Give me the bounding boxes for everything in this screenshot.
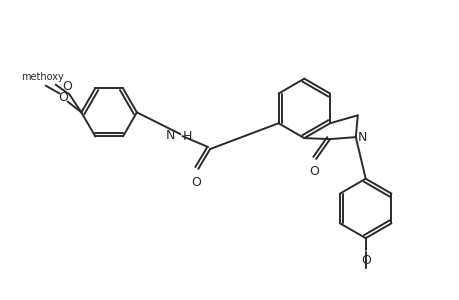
Text: N: N — [166, 129, 175, 142]
Text: O: O — [360, 254, 370, 267]
Text: methoxy: methoxy — [21, 72, 64, 82]
Text: O: O — [191, 176, 201, 189]
Text: O: O — [58, 91, 68, 104]
Text: O: O — [308, 165, 319, 178]
Text: N: N — [357, 130, 366, 144]
Text: O: O — [62, 80, 73, 92]
Text: H: H — [182, 130, 191, 142]
